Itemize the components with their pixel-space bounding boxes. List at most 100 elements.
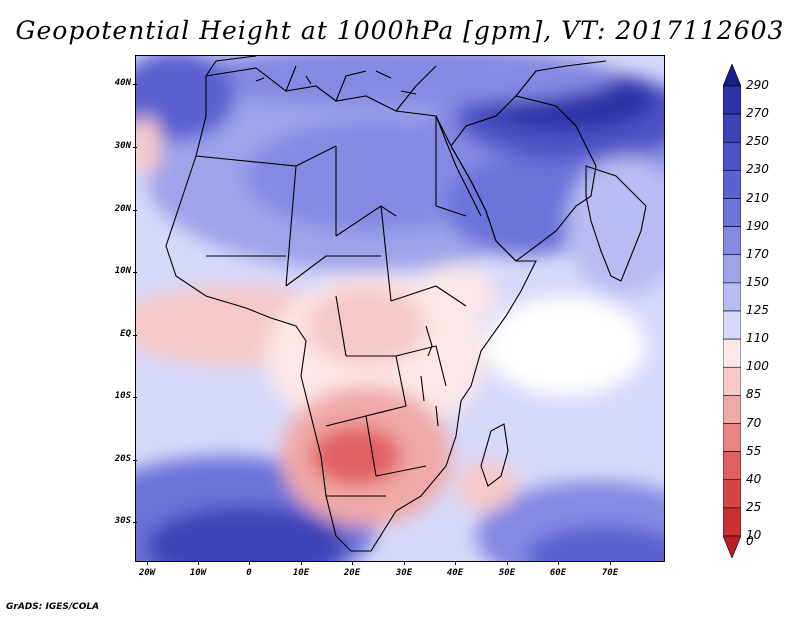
colorbar-label: 0 xyxy=(746,534,754,548)
lat-label-30s: 30S xyxy=(114,516,131,526)
lat-tick xyxy=(133,272,137,273)
madagascar-outline xyxy=(480,423,509,487)
colorbar-segment xyxy=(723,395,741,424)
europe-coastline xyxy=(205,56,607,112)
colorbar-label: 10 xyxy=(746,528,762,542)
lon-label-70e: 70E xyxy=(601,568,619,578)
colorbar-label: 100 xyxy=(746,359,769,374)
colorbar-segment xyxy=(723,479,741,509)
colorbar-label: 290 xyxy=(746,78,769,92)
colorbar-label: 190 xyxy=(746,218,769,233)
map-panel xyxy=(135,55,665,562)
colorbar-segment xyxy=(723,366,741,396)
grads-credit: GrADS: IGES/COLA xyxy=(6,602,100,612)
lon-label-20w: 20W xyxy=(138,568,156,578)
lon-tick xyxy=(198,561,199,565)
colorbar-segment xyxy=(723,170,741,199)
great-lakes xyxy=(420,325,439,427)
low-mozambique xyxy=(456,461,516,511)
lat-tick xyxy=(133,460,137,461)
colorbar-label: 170 xyxy=(746,246,769,261)
arabia-coastline xyxy=(450,95,597,262)
colorbar-label: 230 xyxy=(746,162,769,177)
lat-tick xyxy=(133,522,137,523)
colorbar xyxy=(723,64,741,558)
colorbar-label: 40 xyxy=(746,471,762,486)
colorbar-segment xyxy=(723,113,741,143)
low-indian-equatorial xyxy=(486,296,646,396)
lat-tick xyxy=(133,210,137,211)
lon-tick xyxy=(507,561,508,565)
high-south-atlantic-core xyxy=(146,506,346,561)
colorbar-label: 150 xyxy=(746,274,769,289)
lon-label-20e: 20E xyxy=(343,568,361,578)
colorbar-segment xyxy=(723,141,741,171)
colorbar-segment xyxy=(723,423,741,452)
lat-label-10s: 10S xyxy=(114,391,131,401)
colorbar-segment xyxy=(723,226,741,256)
colorbar-segment xyxy=(723,310,741,340)
africa-coastline xyxy=(165,67,537,552)
red-sea xyxy=(435,115,482,217)
lon-label-60e: 60E xyxy=(549,568,567,578)
high-india xyxy=(566,156,664,296)
lon-tick xyxy=(352,561,353,565)
mediterranean-islands xyxy=(255,70,417,95)
lon-tick xyxy=(455,561,456,565)
colorbar-label: 125 xyxy=(746,303,769,317)
lat-label-20s: 20S xyxy=(114,454,131,464)
low-atlantic-west xyxy=(136,116,161,176)
geopotential-field xyxy=(136,56,664,561)
coastlines xyxy=(165,56,647,552)
lon-tick xyxy=(558,561,559,565)
lat-label-40n: 40N xyxy=(114,78,131,88)
colorbar-label: 210 xyxy=(746,190,769,205)
low-horn xyxy=(416,266,496,326)
colorbar-label: 250 xyxy=(746,134,769,149)
lon-tick xyxy=(301,561,302,565)
colorbar-segment xyxy=(723,198,741,227)
colorbar-segment xyxy=(723,254,741,284)
lat-label-30n: 30N xyxy=(114,141,131,151)
lon-label-50e: 50E xyxy=(498,568,516,578)
india-coastline xyxy=(585,165,647,282)
high-north-edge xyxy=(176,56,616,106)
lat-label-10n: 10N xyxy=(114,266,131,276)
lat-tick xyxy=(133,147,137,148)
high-indian-core xyxy=(526,526,664,561)
lat-label-20n: 20N xyxy=(114,204,131,214)
lon-tick xyxy=(249,561,250,565)
colorbar-label: 110 xyxy=(746,331,769,346)
lon-tick xyxy=(404,561,405,565)
lon-tick xyxy=(147,561,148,565)
colorbar-segment xyxy=(723,535,741,558)
low-congo xyxy=(306,286,426,366)
high-atlantic-north xyxy=(136,56,236,141)
lat-tick xyxy=(133,84,137,85)
lon-label-10w: 10W xyxy=(189,568,207,578)
colorbar-segment xyxy=(723,64,741,87)
colorbar-label: 25 xyxy=(746,499,762,514)
colorbar-segment xyxy=(723,282,741,312)
low-botswana xyxy=(311,426,401,486)
colorbar-segment xyxy=(723,507,741,537)
colorbar-label: 55 xyxy=(746,443,762,458)
lon-label-40e: 40E xyxy=(446,568,464,578)
map-canvas xyxy=(136,56,664,561)
high-arabia xyxy=(446,156,606,256)
lon-label-10e: 10E xyxy=(292,568,310,578)
lon-label-30e: 30E xyxy=(395,568,413,578)
colorbar-label: 85 xyxy=(746,387,762,402)
country-borders xyxy=(195,116,467,497)
colorbar-segments xyxy=(723,64,741,558)
colorbar-segment xyxy=(723,451,741,481)
lat-label-eq: EQ xyxy=(120,329,131,339)
colorbar-label: 70 xyxy=(746,415,762,430)
colorbar-label: 270 xyxy=(746,106,769,121)
colorbar-segment xyxy=(723,85,741,115)
colorbar-segment xyxy=(723,338,741,368)
lon-tick xyxy=(610,561,611,565)
lat-tick xyxy=(133,335,137,336)
lon-label-0: 0 xyxy=(246,568,252,578)
lat-tick xyxy=(133,397,137,398)
